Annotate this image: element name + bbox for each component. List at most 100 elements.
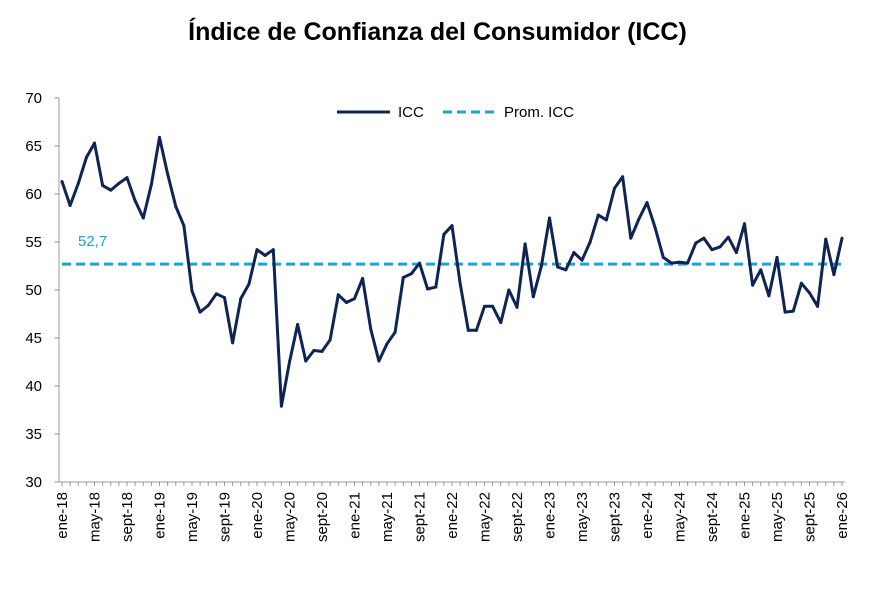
x-tick-label: may-21 — [379, 492, 396, 542]
icc-data-point — [288, 360, 291, 364]
icc-data-point — [377, 359, 381, 363]
icc-data-point — [466, 328, 470, 332]
icc-data-point — [247, 282, 251, 286]
icc-data-point — [596, 213, 600, 217]
x-tick-label: sept-25 — [802, 492, 819, 542]
icc-data-point — [68, 204, 72, 208]
icc-data-point — [263, 253, 267, 257]
average-value-label: 52,7 — [78, 233, 107, 250]
icc-data-point — [499, 321, 503, 325]
icc-data-point — [279, 404, 283, 408]
icc-data-point — [198, 310, 202, 314]
icc-data-point — [531, 295, 535, 299]
icc-data-point — [84, 156, 88, 160]
icc-data-point — [93, 141, 96, 145]
icc-data-point — [686, 261, 690, 265]
icc-data-point — [743, 222, 746, 226]
y-tick-label: 65 — [25, 138, 42, 155]
icc-data-point — [669, 261, 673, 265]
icc-data-point — [694, 241, 698, 245]
icc-data-point — [166, 172, 170, 176]
x-tick-label: ene-18 — [54, 492, 71, 539]
icc-data-point — [255, 248, 259, 252]
x-tick-label: may-22 — [477, 492, 494, 542]
icc-data-point — [678, 260, 681, 264]
icc-data-point — [816, 304, 820, 308]
icc-data-point — [474, 328, 478, 332]
x-tick-label: may-23 — [574, 492, 591, 542]
icc-data-point — [661, 255, 665, 259]
y-tick-label: 70 — [25, 90, 42, 107]
y-tick-label: 40 — [25, 378, 42, 395]
y-tick-label: 50 — [25, 282, 42, 299]
icc-data-point — [775, 255, 779, 259]
x-tick-label: may-25 — [769, 492, 786, 542]
x-tick-label: sept-20 — [314, 492, 331, 542]
icc-data-point — [588, 240, 592, 244]
icc-data-point — [783, 310, 787, 314]
icc-data-point — [158, 135, 161, 139]
icc-data-point — [799, 281, 803, 285]
icc-data-point — [401, 276, 405, 280]
icc-data-point — [60, 180, 64, 184]
icc-data-point — [791, 309, 795, 313]
x-tick-label: may-18 — [87, 492, 104, 542]
icc-data-point — [223, 296, 226, 300]
icc-data-point — [832, 273, 836, 277]
icc-data-point — [491, 304, 495, 308]
x-tick-label: may-24 — [672, 492, 689, 542]
chart-title: Índice de Confianza del Consumidor (ICC) — [188, 18, 687, 46]
x-tick-label: sept-23 — [607, 492, 624, 542]
x-tick-label: sept-18 — [119, 492, 136, 542]
icc-data-point — [174, 204, 178, 208]
icc-data-point — [125, 176, 129, 180]
icc-data-point — [726, 235, 730, 239]
icc-data-point — [239, 297, 243, 301]
icc-data-point — [442, 232, 446, 236]
icc-data-point — [231, 341, 235, 345]
icc-data-point — [206, 303, 210, 307]
icc-data-point — [426, 287, 430, 291]
icc-data-point — [840, 236, 844, 240]
x-tick-label: sept-21 — [412, 492, 429, 542]
icc-data-point — [109, 188, 113, 192]
icc-data-point — [76, 181, 80, 185]
icc-data-point — [385, 342, 389, 346]
icc-data-point — [271, 248, 275, 252]
icc-data-point — [507, 288, 511, 292]
icc-data-point — [190, 289, 194, 293]
x-tick-label: ene-20 — [249, 492, 266, 539]
icc-data-point — [304, 359, 308, 363]
icc-data-point — [393, 330, 397, 334]
icc-data-point — [718, 245, 722, 249]
icc-data-point — [434, 285, 438, 289]
x-tick-label: ene-25 — [737, 492, 754, 539]
icc-data-point — [117, 181, 121, 185]
icc-data-point — [637, 217, 641, 221]
icc-data-point — [483, 304, 486, 308]
x-tick-label: may-19 — [184, 492, 201, 542]
icc-data-point — [214, 292, 218, 296]
icc-data-point — [409, 272, 413, 276]
y-tick-label: 35 — [25, 426, 42, 443]
icc-data-point — [515, 305, 519, 309]
icc-data-point — [621, 175, 625, 179]
x-tick-label: may-20 — [282, 492, 299, 542]
icc-data-point — [759, 268, 763, 272]
y-tick-label: 30 — [25, 474, 42, 491]
icc-data-point — [629, 236, 633, 240]
icc-data-point — [133, 199, 137, 203]
icc-data-point — [149, 182, 153, 186]
icc-data-point — [767, 294, 771, 298]
icc-data-point — [312, 348, 316, 352]
x-tick-label: ene-23 — [542, 492, 559, 539]
icc-data-point — [734, 251, 738, 255]
icc-data-point — [751, 283, 755, 287]
icc-data-point — [328, 338, 332, 342]
icc-data-point — [361, 276, 365, 280]
y-tick-label: 60 — [25, 186, 42, 203]
icc-data-point — [645, 201, 649, 205]
x-tick-label: sept-22 — [509, 492, 526, 542]
x-tick-label: sept-24 — [704, 492, 721, 542]
